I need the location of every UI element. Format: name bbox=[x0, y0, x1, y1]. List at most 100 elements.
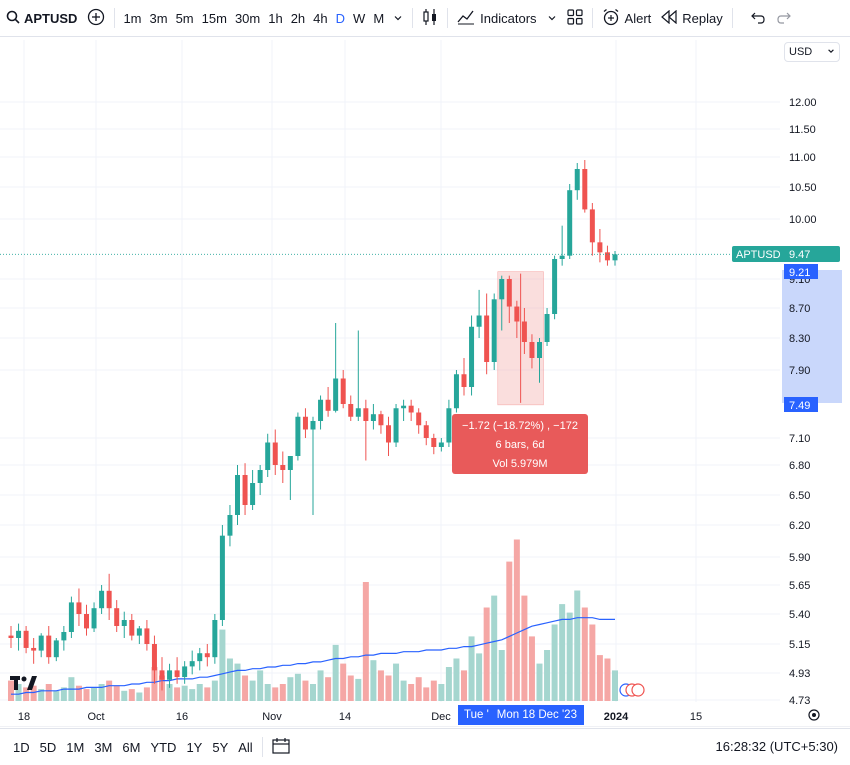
timeframe-5m[interactable]: 5m bbox=[175, 10, 194, 26]
settings-icon[interactable] bbox=[808, 709, 820, 721]
volume-bar bbox=[347, 675, 354, 701]
timeframe-d[interactable]: D bbox=[335, 10, 346, 26]
indicators-button[interactable]: Indicators bbox=[452, 0, 541, 36]
event-flags-icon[interactable] bbox=[619, 683, 645, 697]
alert-button[interactable]: Alert bbox=[597, 0, 657, 36]
volume-bar bbox=[226, 658, 233, 701]
volume-bar bbox=[272, 687, 279, 701]
timeframe-2h[interactable]: 2h bbox=[290, 10, 306, 26]
volume-bar bbox=[113, 685, 120, 701]
volume-bar bbox=[317, 670, 324, 701]
range-5d[interactable]: 5D bbox=[39, 739, 57, 755]
candle-body bbox=[476, 315, 482, 327]
range-ytd[interactable]: YTD bbox=[150, 739, 177, 755]
price-tick-label: 5.65 bbox=[789, 580, 810, 592]
timeframe-1m[interactable]: 1m bbox=[123, 10, 142, 26]
timeframe-30m[interactable]: 30m bbox=[234, 10, 261, 26]
volume-bar bbox=[310, 684, 316, 701]
replay-button[interactable]: Replay bbox=[656, 0, 727, 36]
last-price-label: 9.47 bbox=[789, 249, 810, 261]
candle-body bbox=[31, 647, 37, 651]
price-chart[interactable]: 12.0011.5011.0010.5010.009.108.708.307.9… bbox=[0, 37, 850, 728]
candle-body bbox=[393, 408, 399, 443]
volume-bar bbox=[30, 685, 37, 701]
timeframe-4h[interactable]: 4h bbox=[313, 10, 328, 26]
candle-body bbox=[521, 321, 527, 342]
candle-body bbox=[159, 670, 165, 680]
measure-change: −1.72 (−18.72%) , −172 bbox=[462, 420, 578, 432]
timeframe-dropdown-button[interactable] bbox=[388, 0, 408, 36]
range-all[interactable]: All bbox=[238, 739, 253, 755]
symbol-search-button[interactable]: APTUSD bbox=[0, 0, 82, 36]
volume-bar bbox=[528, 636, 535, 701]
price-tick-label: 6.50 bbox=[789, 490, 810, 502]
compare-symbol-button[interactable] bbox=[82, 0, 110, 36]
candle-body bbox=[438, 442, 444, 447]
date-range-button[interactable] bbox=[267, 729, 295, 765]
volume-bar bbox=[234, 663, 241, 701]
range-bottom-tag bbox=[784, 397, 818, 412]
range-1m[interactable]: 1M bbox=[66, 739, 85, 755]
timeframe-1h[interactable]: 1h bbox=[268, 10, 283, 26]
candle-body bbox=[325, 399, 331, 411]
volume-bar bbox=[430, 680, 437, 701]
volume-bar bbox=[400, 680, 407, 701]
chart-area[interactable]: 12.00 11.50 11.00 10.50 10.00 9.10 8.70 8.30 7.9… bbox=[0, 37, 850, 728]
candle-body bbox=[84, 614, 89, 629]
candle-body bbox=[537, 342, 542, 358]
timeframe-3m[interactable]: 3m bbox=[149, 10, 168, 26]
layouts-button[interactable] bbox=[562, 0, 588, 36]
volume-bar bbox=[385, 675, 392, 701]
candle-body bbox=[68, 602, 74, 632]
volume-bar bbox=[83, 689, 90, 701]
volume-bar bbox=[468, 636, 475, 701]
price-tick-label: 4.93 bbox=[789, 668, 810, 680]
price-tick-label: 11.50 bbox=[789, 124, 816, 136]
candle-body bbox=[212, 620, 218, 658]
range-3m[interactable]: 3M bbox=[94, 739, 113, 755]
price-tick-label: 7.10 bbox=[789, 433, 810, 445]
volume-bar bbox=[544, 650, 551, 701]
range-1d[interactable]: 1D bbox=[13, 739, 30, 755]
currency-select[interactable]: USD bbox=[784, 42, 840, 62]
range-1y[interactable]: 1Y bbox=[186, 739, 203, 755]
volume-bar bbox=[453, 658, 460, 701]
timeframe-w[interactable]: W bbox=[353, 10, 366, 26]
candle-body bbox=[363, 408, 369, 421]
candle-body bbox=[386, 425, 391, 443]
tradingview-logo[interactable] bbox=[10, 674, 38, 695]
volume-bar bbox=[589, 624, 596, 701]
candle-body bbox=[106, 590, 112, 609]
chart-type-button[interactable] bbox=[417, 0, 443, 36]
candle-body bbox=[121, 620, 127, 626]
time-tick-label: Dec bbox=[431, 711, 451, 723]
volume-bar bbox=[257, 670, 264, 701]
timezone-clock[interactable]: 16:28:32 (UTC+5:30) bbox=[715, 739, 838, 754]
timeframe-m[interactable]: M bbox=[373, 10, 385, 26]
chevron-down-icon bbox=[393, 11, 403, 26]
volume-bar bbox=[279, 684, 286, 701]
chevron-down-icon bbox=[827, 46, 835, 58]
price-range-highlight bbox=[782, 270, 842, 403]
divider bbox=[591, 8, 593, 28]
volume-bar bbox=[604, 658, 611, 701]
candle-body bbox=[597, 242, 603, 253]
volume-bar bbox=[219, 629, 226, 701]
candle-body bbox=[453, 374, 459, 409]
time-tick-label: 14 bbox=[339, 711, 351, 723]
range-5y[interactable]: 5Y bbox=[212, 739, 229, 755]
volume-bar bbox=[189, 689, 196, 701]
range-6m[interactable]: 6M bbox=[122, 739, 141, 755]
indicators-dropdown-button[interactable] bbox=[542, 0, 562, 36]
candle-body bbox=[340, 378, 346, 404]
volume-bar bbox=[38, 689, 45, 701]
timeframe-15m[interactable]: 15m bbox=[201, 10, 227, 26]
volume-bar bbox=[506, 561, 513, 701]
redo-button[interactable] bbox=[771, 0, 797, 36]
measure-tooltip: −1.72 (−18.72%) , −172 6 bars, 6d Vol 5.… bbox=[452, 414, 588, 474]
undo-button[interactable] bbox=[745, 0, 771, 36]
volume-bar bbox=[438, 684, 445, 701]
measure-bars: 6 bars, 6d bbox=[495, 439, 545, 451]
volume-bar bbox=[121, 690, 128, 701]
top-toolbar: APTUSD 1m 3m 5m 15m 30m 1h 2h 4h D W M Indicators bbox=[0, 0, 850, 37]
